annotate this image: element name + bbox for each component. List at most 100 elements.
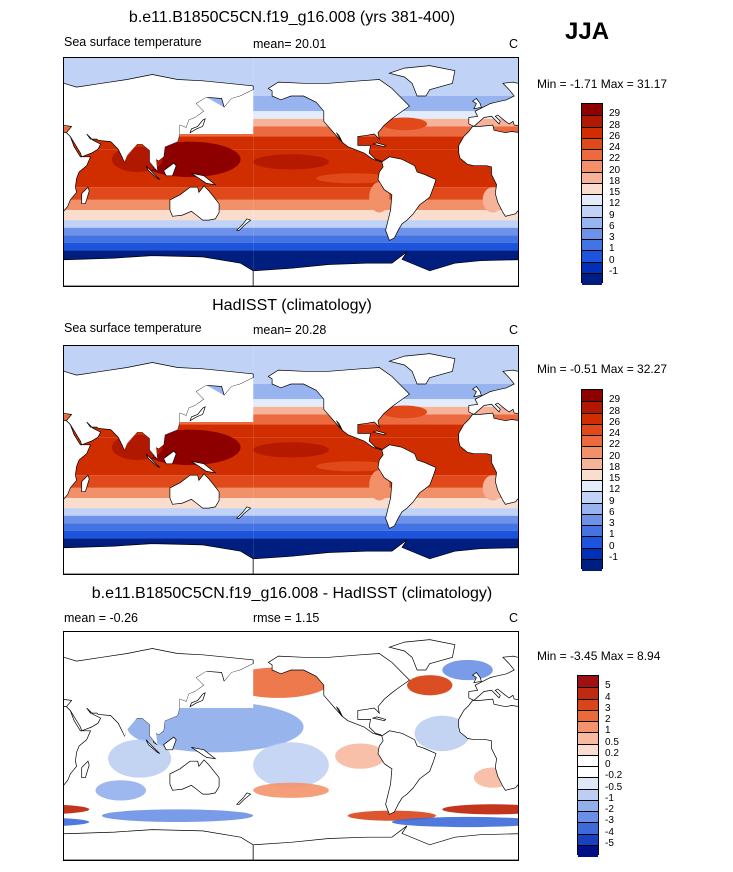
colorbar-swatch [578, 743, 598, 756]
colorbar-swatch [578, 687, 598, 700]
land-africa [64, 420, 92, 500]
land-africa [458, 412, 518, 505]
colorbar-swatch [578, 844, 598, 857]
colorbar-swatch [582, 513, 602, 526]
land-nz [235, 218, 252, 231]
colorbar-swatch [582, 149, 602, 162]
colorbar-swatch [578, 721, 598, 734]
land-uk [471, 98, 482, 110]
colorbar-swatch [582, 239, 602, 252]
land-antarctica [252, 251, 518, 286]
colorbar-swatch [582, 480, 602, 493]
colorbar-swatch [582, 457, 602, 470]
land-borneo [163, 450, 177, 465]
panel-1-map [63, 57, 519, 287]
colorbar-tick-label: 3 [605, 702, 611, 714]
panel-1-center-label: mean= 20.01 [253, 37, 327, 51]
season-label: JJA [565, 18, 610, 45]
colorbar-tick-label: 12 [609, 484, 621, 496]
colorbar-tick-label: -1 [605, 792, 614, 804]
colorbar-swatch [578, 732, 598, 745]
land-borneo [163, 162, 177, 177]
land-samerica [377, 156, 437, 241]
panel-3-map [63, 631, 519, 861]
colorbar-tick-label: 22 [609, 439, 621, 451]
colorbar-tick-label: -5 [605, 837, 614, 849]
land-namerica [267, 367, 411, 451]
colorbar-tick-label: -1 [609, 551, 618, 563]
colorbar-tick-label: -3 [605, 815, 614, 827]
land-australia [169, 473, 220, 509]
colorbar-tick-label: -2 [605, 804, 614, 815]
colorbar-tick-label: -4 [605, 826, 614, 838]
land-cuba [371, 142, 387, 148]
anomaly-blob [64, 818, 90, 826]
land-nz [235, 506, 252, 519]
colorbar-swatch [578, 811, 598, 824]
continents [64, 65, 518, 286]
land-greenland [388, 353, 456, 385]
colorbar-tick-label: 12 [609, 198, 621, 210]
land-uk [471, 386, 482, 398]
gulf-stream [381, 117, 428, 131]
panel-1-colorbar [581, 103, 603, 285]
land-africa [458, 698, 518, 791]
colorbar-swatch [578, 822, 598, 835]
colorbar-swatch [582, 525, 602, 538]
sst-band [253, 242, 518, 251]
panel-3-units: C [509, 611, 519, 625]
land-eurasia [468, 81, 518, 127]
sst-band [253, 220, 518, 228]
panel-2-left-label: Sea surface temperature [64, 321, 202, 335]
sst-band [253, 508, 518, 516]
colorbar-tick-label: 24 [609, 428, 621, 439]
colorbar-swatch [582, 435, 602, 448]
colorbar-tick-label: 0 [609, 540, 615, 552]
land-madagascar [81, 474, 90, 493]
warm-pool [253, 442, 329, 458]
colorbar-tick-label: 26 [609, 416, 621, 428]
colorbar-swatch [582, 558, 602, 571]
anomaly-blob [391, 816, 518, 828]
panel-3-colorbar-ticks: 5 4 3 2 1 0.5 0.2 0 -0.2 -0.5 -1 -2 -3 -4 -5 [605, 675, 645, 855]
land-greenland [388, 65, 456, 97]
land-cuba [371, 430, 387, 436]
colorbar-swatch [582, 205, 602, 218]
colorbar-tick-label: 18 [609, 175, 621, 187]
colorbar-tick-label: 3 [609, 232, 615, 243]
panel-2-center-label: mean= 20.28 [253, 323, 327, 337]
colorbar-swatch [582, 536, 602, 549]
land-eurasia [468, 655, 518, 701]
panel-1-left-label: Sea surface temperature [64, 35, 202, 49]
sst-band [64, 523, 254, 531]
land-africa [64, 706, 92, 786]
sst-band [253, 414, 518, 425]
gulf-stream [381, 405, 428, 419]
land-japan [189, 406, 206, 422]
colorbar-tick-label: 1 [605, 725, 611, 737]
colorbar-swatch [582, 423, 602, 436]
land-india_fill [101, 89, 254, 171]
colorbar-swatch [578, 766, 598, 779]
panel-1-colorbar-ticks: 29 28 26 24 22 20 18 15 12 9 6 3 1 0 -1 [609, 103, 649, 283]
colorbar-swatch [578, 788, 598, 801]
colorbar-tick-label: 0.2 [605, 747, 619, 759]
land-australia [169, 185, 220, 221]
colorbar-swatch [582, 160, 602, 173]
land-namerica [267, 79, 411, 163]
colorbar-tick-label: -0.5 [605, 781, 623, 793]
anomaly-blob [95, 780, 146, 801]
warm-pool [139, 141, 241, 178]
colorbar-tick-label: 0 [605, 759, 611, 770]
land-namerica [267, 653, 411, 737]
sst-band [253, 515, 518, 524]
colorbar-swatch [582, 491, 602, 504]
colorbar-swatch [582, 250, 602, 263]
colorbar-tick-label: 5 [605, 680, 611, 692]
land-eurasia [64, 362, 254, 459]
colorbar-tick-label: 9 [609, 209, 615, 221]
sst-band [64, 487, 254, 498]
colorbar-swatch [582, 115, 602, 128]
colorbar-swatch [582, 272, 602, 285]
panel-2-colorbar [581, 389, 603, 571]
